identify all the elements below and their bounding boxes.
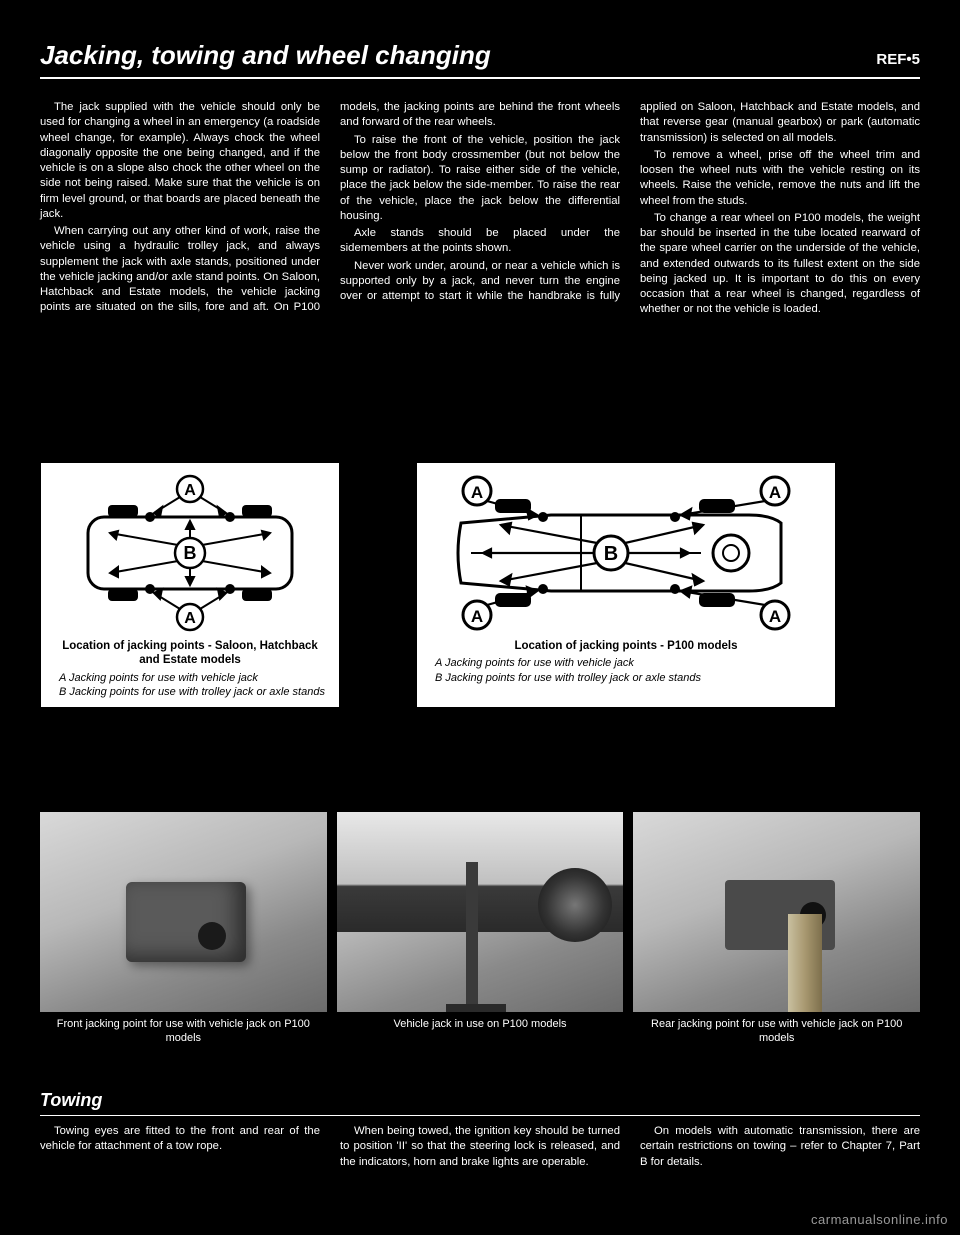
figures-row: B A A (40, 462, 920, 708)
figure-p100: B A A A A (416, 462, 836, 708)
photo-1-image (40, 812, 327, 1012)
photo-3-caption: Rear jacking point for use with vehicle … (633, 1018, 920, 1046)
towing-p: Towing eyes are fitted to the front and … (40, 1124, 320, 1155)
intro-p: Axle stands should be placed under the s… (340, 226, 620, 257)
diagram-p100-icon: B A A A A (431, 473, 821, 633)
figure-saloon: B A A (40, 462, 340, 708)
figure-caption-a: A Jacking points for use with vehicle ja… (441, 656, 825, 670)
intro-p: To change a rear wheel on P100 models, t… (640, 211, 920, 318)
figure-caption-b: B Jacking points for use with trolley ja… (441, 671, 825, 685)
intro-text: The jack supplied with the vehicle shoul… (40, 100, 920, 318)
photo-2-image (337, 812, 624, 1012)
svg-text:A: A (184, 482, 196, 499)
towing-title: Towing (40, 1090, 920, 1116)
photo-2-caption: Vehicle jack in use on P100 models (337, 1018, 624, 1032)
diagram-saloon-icon: B A A (60, 473, 320, 633)
svg-text:B: B (184, 543, 197, 563)
svg-text:A: A (769, 607, 781, 626)
page-title: Jacking, towing and wheel changing (40, 40, 491, 71)
photo-row: Front jacking point for use with vehicle… (40, 812, 920, 1046)
page-ref: REF•5 (876, 51, 920, 68)
svg-text:A: A (769, 483, 781, 502)
figure-caption-b: B Jacking points for use with trolley ja… (65, 685, 329, 699)
towing-p: On models with automatic transmission, t… (640, 1124, 920, 1170)
intro-p: To remove a wheel, prise off the wheel t… (640, 148, 920, 209)
towing-p: When being towed, the ignition key shoul… (340, 1124, 620, 1170)
photo-2: Vehicle jack in use on P100 models (337, 812, 624, 1046)
intro-p: The jack supplied with the vehicle shoul… (40, 100, 320, 222)
photo-1-caption: Front jacking point for use with vehicle… (40, 1018, 327, 1046)
svg-text:B: B (604, 543, 618, 565)
photo-1: Front jacking point for use with vehicle… (40, 812, 327, 1046)
photo-3: Rear jacking point for use with vehicle … (633, 812, 920, 1046)
figure-caption-title: Location of jacking points - Saloon, Hat… (51, 639, 329, 668)
figure-caption-a: A Jacking points for use with vehicle ja… (65, 671, 329, 685)
towing-section: Towing Towing eyes are fitted to the fro… (40, 1090, 920, 1170)
svg-text:A: A (184, 610, 196, 627)
svg-text:A: A (471, 607, 483, 626)
svg-text:A: A (471, 483, 483, 502)
towing-body: Towing eyes are fitted to the front and … (40, 1124, 920, 1170)
photo-3-image (633, 812, 920, 1012)
intro-p: To raise the front of the vehicle, posit… (340, 133, 620, 225)
figure-caption-title: Location of jacking points - P100 models (427, 639, 825, 653)
watermark: carmanualsonline.info (811, 1212, 948, 1227)
title-bar: Jacking, towing and wheel changing REF•5 (40, 40, 920, 79)
